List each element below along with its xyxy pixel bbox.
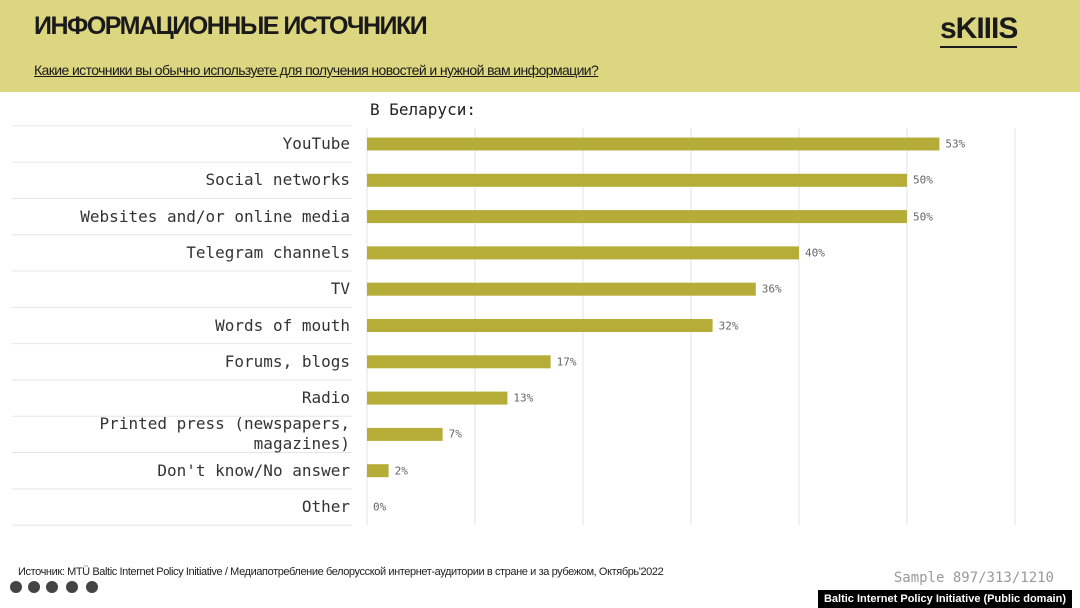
slide-title: ИНФОРМАЦИОННЫЕ ИСТОЧНИКИ [34,12,428,40]
value-label: 7% [448,427,462,441]
bar [367,355,551,369]
value-label: 36% [761,282,782,296]
category-label: Printed press (newspapers, magazines) [99,414,350,454]
header-band [0,0,1080,92]
credit: Baltic Internet Policy Initiative (Publi… [817,590,1072,608]
value-label: 50% [913,210,933,224]
bar [367,319,713,332]
bar [367,282,756,296]
category-label: Words of mouth [215,315,350,335]
category-label: Websites and/or online media [80,206,350,226]
icon [28,581,40,593]
category-label: YouTube [282,134,350,153]
bar [367,427,443,441]
value-label: 53% [945,137,966,151]
category-label: Forums, blogs [224,351,350,371]
value-label: 17% [556,355,577,369]
bar [367,391,508,405]
icon [10,581,22,593]
logo: sKIIIS [940,12,1018,48]
category-label: Telegram channels [186,242,350,262]
category-label: Other [301,497,350,516]
bar [367,246,799,260]
bar [367,210,907,224]
category-label: Social networks [205,170,351,190]
value-label: 2% [394,464,408,478]
icon [46,581,58,593]
chart-title: В Беларуси: [370,100,476,119]
value-label: 0% [373,500,387,514]
value-label: 40% [805,246,825,260]
sample: Sample 897/313/1210 [893,570,1054,586]
category-label: TV [330,279,350,299]
category-label: Don't know/No answer [157,460,350,480]
bar [367,464,389,478]
value-label: 13% [513,391,534,405]
category-label: Radio [301,388,350,408]
question: Какие источники вы обычно используете дл… [34,62,599,78]
value-label: 32% [718,319,739,332]
icon [66,581,78,593]
icon [86,581,98,593]
bar [367,137,940,151]
value-label: 50% [913,173,933,187]
bar [367,173,907,187]
source: Источник: MTÜ Baltic Internet Policy Ini… [18,566,664,578]
